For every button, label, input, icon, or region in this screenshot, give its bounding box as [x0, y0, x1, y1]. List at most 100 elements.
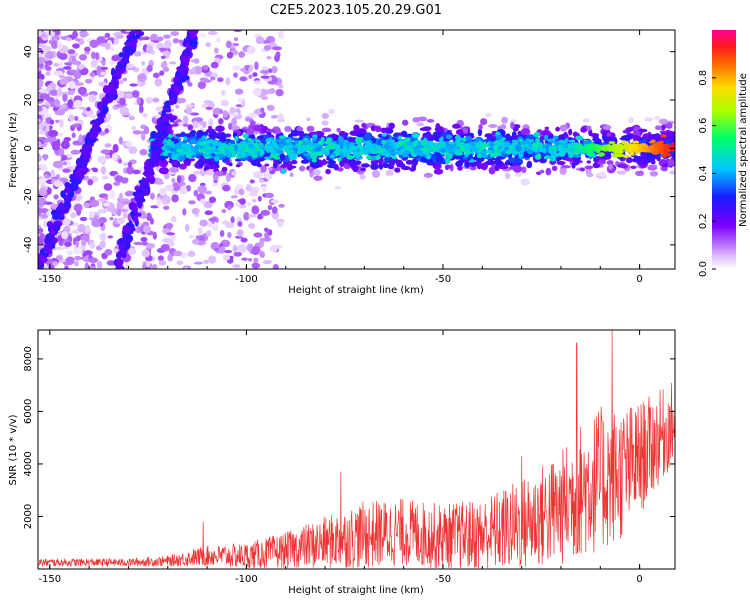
- spectrogram-cell: [75, 38, 81, 42]
- spectrogram-cell: [113, 248, 119, 253]
- spectrogram-cell: [88, 114, 98, 119]
- spectrogram-cell: [378, 162, 384, 170]
- spectrogram-cell: [169, 166, 180, 173]
- spectrogram-cell: [38, 230, 43, 235]
- spectrogram-cell: [137, 73, 147, 83]
- spectrogram-cell: [188, 200, 196, 205]
- spectrogram-cell: [172, 38, 180, 44]
- spectrogram-cell: [71, 132, 76, 139]
- spectrogram-cell: [500, 123, 506, 130]
- spectrogram-cell: [122, 53, 130, 60]
- spectrogram-cell: [177, 97, 187, 104]
- spectrogram-cell: [157, 255, 164, 262]
- spectrogram-cell: [70, 149, 81, 155]
- spectrogram-cell: [52, 160, 63, 169]
- spectrogram-cell: [148, 175, 156, 185]
- spectrogram-cell: [91, 124, 96, 132]
- spectrogram-cell: [161, 200, 168, 205]
- spectrogram-cell: [87, 178, 94, 186]
- spectrogram-cell: [638, 128, 648, 133]
- spectrogram-cell: [127, 161, 133, 168]
- spectrogram-cell: [355, 156, 362, 160]
- spectrogram-cell: [38, 140, 42, 149]
- spectrogram-cell: [98, 81, 107, 87]
- spectrogram-cell: [62, 161, 67, 165]
- spectrogram-cell: [654, 116, 661, 120]
- spectrogram-cell: [59, 118, 64, 128]
- spectrogram-cell: [629, 151, 635, 156]
- spectrogram-cell: [243, 211, 250, 221]
- spectrogram-cell: [495, 139, 501, 145]
- spectrogram-cell: [38, 36, 42, 44]
- spectrogram-cell: [208, 217, 217, 222]
- x-tick-label-2: -50: [435, 274, 451, 285]
- spectrogram-cell: [598, 152, 605, 157]
- spectrogram-cell: [126, 166, 134, 175]
- spectrogram-cell: [206, 139, 215, 144]
- spectrogram-cell: [318, 131, 325, 136]
- spectrogram-cell: [97, 117, 105, 124]
- x-tick-label-2: -50: [435, 574, 451, 585]
- spectrogram-cell: [208, 118, 214, 127]
- spectrogram-cell: [578, 148, 586, 151]
- spectrogram-cell: [579, 167, 586, 172]
- spectrogram-cell: [662, 144, 669, 148]
- spectrogram-cell: [41, 45, 52, 52]
- spectrogram-cell: [192, 30, 198, 36]
- spectrogram-cell: [366, 155, 372, 160]
- spectrogram-cell: [38, 236, 43, 245]
- spectrogram-cell: [172, 159, 178, 168]
- spectrogram-cell: [620, 163, 628, 169]
- spectrogram-cell: [452, 123, 461, 129]
- spectrogram-cell: [509, 157, 514, 163]
- spectrogram-cell: [433, 168, 444, 175]
- spectrogram-cell: [51, 237, 58, 244]
- spectrogram-cell: [55, 246, 65, 251]
- spectrogram-cell: [477, 128, 483, 137]
- spectrogram-cell: [272, 46, 282, 51]
- spectrogram-cell: [523, 147, 528, 152]
- spectrogram-cell: [416, 149, 423, 156]
- spectrogram-cell: [504, 172, 511, 180]
- spectrogram-cell: [425, 154, 432, 160]
- spectrogram-cell: [255, 139, 260, 143]
- spectrogram-cell: [57, 40, 63, 50]
- spectrogram-cell: [213, 170, 224, 176]
- spectrogram-cell: [140, 81, 146, 86]
- spectrogram-cell: [543, 156, 549, 160]
- spectrogram-cell: [207, 146, 213, 150]
- spectrogram-cell: [391, 155, 398, 160]
- spectrogram-cell: [271, 206, 278, 214]
- spectrogram-cell: [49, 119, 55, 125]
- spectrogram-cell: [650, 160, 656, 165]
- spectrogram-cell: [358, 150, 365, 155]
- spectrogram-cell: [286, 138, 292, 144]
- spectrogram-cell: [217, 117, 224, 125]
- spectrogram-cell: [176, 175, 182, 184]
- spectrogram-cell: [38, 253, 43, 261]
- spectrogram-cells: [38, 30, 675, 269]
- spectrogram-cell: [329, 155, 336, 159]
- spectrogram-cell: [84, 144, 92, 151]
- spectrogram-cell: [75, 197, 81, 202]
- spectrogram-cell: [237, 98, 243, 103]
- spectrogram-cell: [521, 166, 527, 174]
- spectrogram-cell: [352, 164, 359, 173]
- spectrogram-cell: [469, 159, 475, 163]
- spectrogram-cell: [38, 56, 45, 64]
- snr-y-label: SNR (10 * v/v): [8, 414, 19, 485]
- spectrogram-cell: [631, 134, 640, 141]
- spectrogram-cell: [417, 116, 428, 122]
- spectrogram-cell: [216, 36, 221, 43]
- spectrogram-cell: [74, 85, 80, 91]
- spectrogram-cell: [40, 208, 49, 214]
- spectrogram-cell: [274, 54, 280, 63]
- spectrogram-cell: [276, 165, 282, 171]
- spectrogram-cell: [275, 88, 284, 97]
- spectrogram-cell: [166, 232, 176, 236]
- spectrogram-cell: [392, 145, 399, 149]
- y-tick-label-4: 40: [23, 45, 34, 58]
- spectrogram-cell: [270, 150, 277, 154]
- spectrogram-cell: [73, 71, 82, 80]
- spectrogram-cell: [175, 71, 182, 78]
